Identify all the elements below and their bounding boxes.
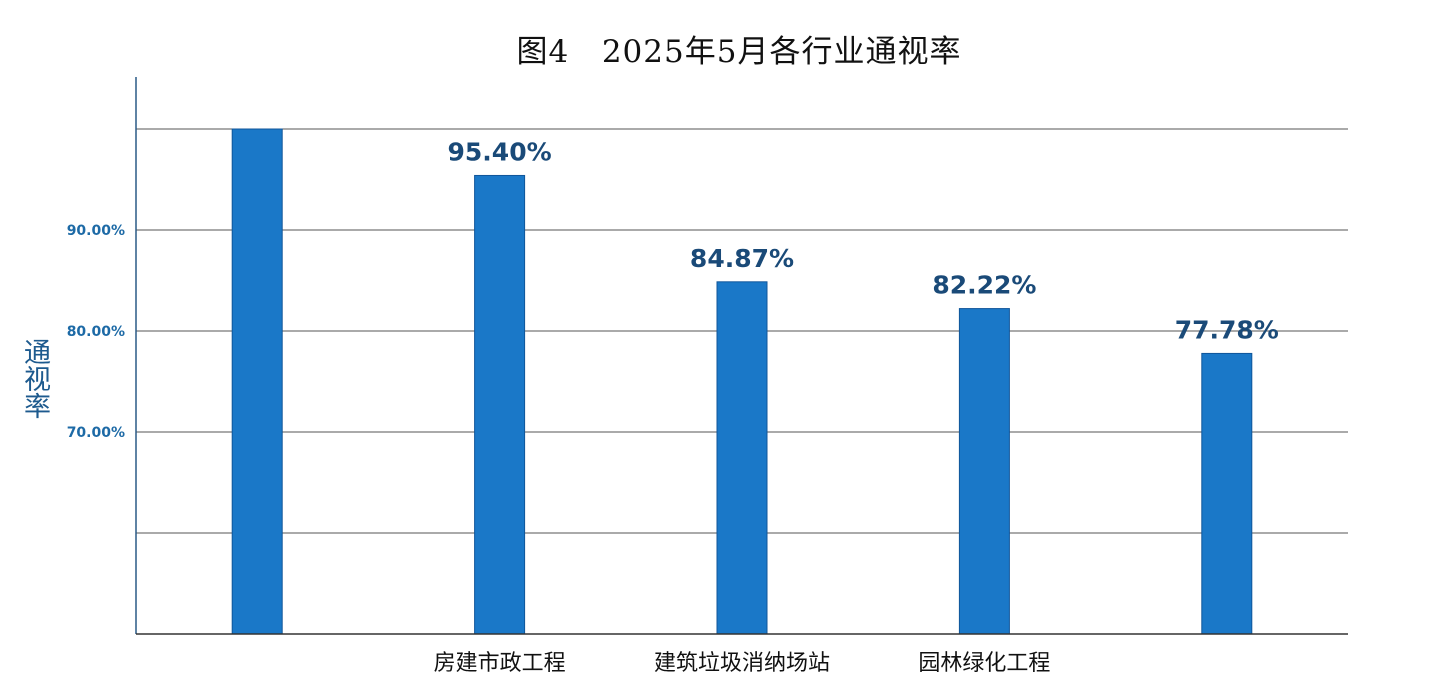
y-tick-label: 80.00% (67, 324, 125, 340)
bar (716, 281, 768, 635)
bar (958, 308, 1010, 635)
bar (231, 128, 283, 635)
category-label: 建筑垃圾消纳场站 (654, 651, 830, 676)
category-label: 房建市政工程 (434, 651, 566, 676)
chart-title: 图4 2025年5月各行业通视率 (516, 34, 962, 70)
bar (474, 174, 526, 635)
data-label: 84.87% (690, 244, 794, 273)
y-tick-label: 90.00% (67, 223, 125, 239)
y-tick-labels: 70.00% 80.00% 90.00% (67, 223, 125, 441)
category-label: 园林绿化工程 (918, 651, 1050, 676)
data-label: 77.78% (1175, 315, 1279, 344)
bar (1201, 352, 1253, 635)
y-axis-title: 通视率 (19, 338, 50, 419)
y-tick-label: 70.00% (67, 425, 125, 441)
bars (231, 128, 1253, 635)
gridlines (136, 128, 1348, 534)
data-labels: 95.40% 84.87% 82.22% 77.78% (448, 137, 1279, 344)
data-label: 82.22% (932, 271, 1036, 300)
data-label: 95.40% (448, 137, 552, 166)
category-labels: 房建市政工程 建筑垃圾消纳场站 园林绿化工程 (434, 651, 1051, 676)
